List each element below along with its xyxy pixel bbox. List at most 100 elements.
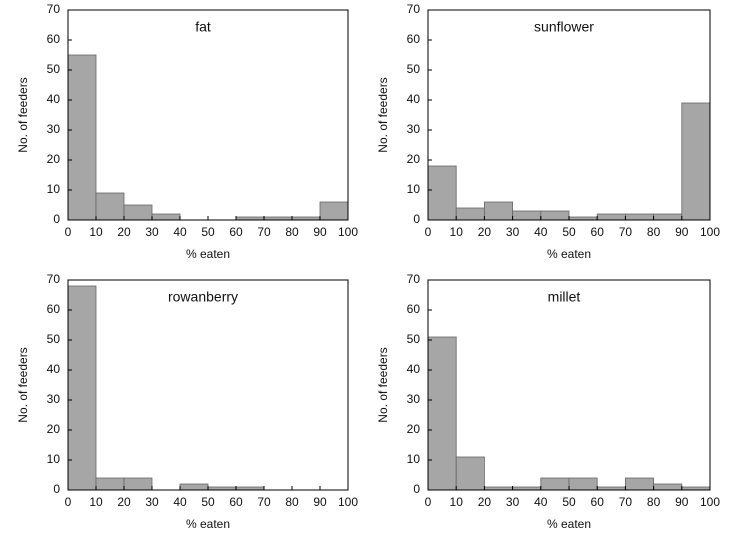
bar	[512, 210, 542, 221]
bar	[427, 336, 457, 491]
y-tick-label: 0	[413, 482, 420, 496]
x-tick-label: 60	[229, 225, 243, 239]
bar	[625, 477, 655, 491]
x-tick-label: 60	[591, 495, 605, 509]
bar	[123, 204, 153, 221]
x-tick-label: 90	[675, 495, 689, 509]
plot-frame	[67, 9, 349, 221]
x-tick-label: 100	[338, 225, 358, 239]
x-tick-label: 90	[313, 495, 327, 509]
plot-frame	[427, 9, 711, 221]
chart-title: rowanberry	[168, 289, 238, 305]
y-axis-label: No. of feeders	[376, 347, 390, 422]
x-tick-label: 70	[619, 495, 633, 509]
bar	[483, 201, 513, 221]
y-tick-label: 10	[407, 452, 421, 466]
x-axis-label: % eaten	[186, 247, 230, 261]
x-tick-label: 40	[173, 225, 187, 239]
y-tick-label: 60	[47, 302, 61, 316]
bar	[179, 483, 209, 491]
x-tick-label: 70	[257, 495, 271, 509]
y-tick-label: 70	[47, 272, 61, 286]
y-tick-label: 70	[407, 2, 421, 16]
y-tick-label: 70	[407, 272, 421, 286]
y-tick-label: 40	[47, 362, 61, 376]
bar	[123, 477, 153, 491]
y-tick-label: 0	[413, 212, 420, 226]
y-tick-label: 60	[407, 302, 421, 316]
x-tick-label: 90	[313, 225, 327, 239]
x-tick-label: 100	[700, 225, 720, 239]
x-tick-label: 70	[619, 225, 633, 239]
y-tick-label: 0	[53, 482, 60, 496]
chart-title: millet	[548, 289, 581, 305]
x-axis-label: % eaten	[547, 247, 591, 261]
y-tick-label: 60	[407, 32, 421, 46]
x-tick-label: 0	[425, 225, 432, 239]
bar	[67, 54, 97, 221]
x-tick-label: 10	[89, 495, 103, 509]
x-tick-label: 40	[534, 225, 548, 239]
y-tick-label: 30	[407, 392, 421, 406]
x-tick-label: 0	[65, 225, 72, 239]
x-tick-label: 50	[562, 495, 576, 509]
x-tick-label: 100	[700, 495, 720, 509]
x-tick-label: 30	[506, 225, 520, 239]
bar	[681, 102, 711, 221]
x-tick-label: 20	[117, 495, 131, 509]
x-tick-label: 0	[425, 495, 432, 509]
bar	[319, 201, 349, 221]
bar	[596, 213, 626, 221]
bar	[568, 477, 598, 491]
y-tick-label: 50	[47, 332, 61, 346]
y-tick-label: 30	[407, 122, 421, 136]
y-tick-label: 20	[47, 422, 61, 436]
x-tick-label: 40	[534, 495, 548, 509]
y-tick-label: 60	[47, 32, 61, 46]
y-tick-label: 10	[47, 452, 61, 466]
x-tick-label: 80	[285, 225, 299, 239]
y-tick-label: 50	[407, 332, 421, 346]
x-tick-label: 30	[506, 495, 520, 509]
x-tick-label: 90	[675, 225, 689, 239]
y-tick-label: 40	[407, 92, 421, 106]
x-tick-label: 80	[285, 495, 299, 509]
x-tick-label: 70	[257, 225, 271, 239]
bar	[455, 207, 485, 221]
x-axis-label: % eaten	[547, 517, 591, 531]
bar	[455, 456, 485, 491]
bar	[95, 477, 125, 491]
x-tick-label: 20	[478, 495, 492, 509]
x-axis-label: % eaten	[186, 517, 230, 531]
y-tick-label: 0	[53, 212, 60, 226]
bar	[427, 165, 457, 221]
y-axis-label: No. of feeders	[16, 347, 30, 422]
y-axis-label: No. of feeders	[376, 77, 390, 152]
y-tick-label: 10	[47, 182, 61, 196]
y-tick-label: 30	[47, 122, 61, 136]
bar	[67, 285, 97, 491]
y-tick-label: 50	[407, 62, 421, 76]
bar	[151, 213, 181, 221]
y-tick-label: 40	[47, 92, 61, 106]
x-tick-label: 0	[65, 495, 72, 509]
chart-title: fat	[195, 19, 211, 35]
x-tick-label: 60	[229, 495, 243, 509]
bar	[653, 213, 683, 221]
x-tick-label: 40	[173, 495, 187, 509]
bar	[540, 477, 570, 491]
bar	[95, 192, 125, 221]
x-tick-label: 50	[562, 225, 576, 239]
x-tick-label: 10	[89, 225, 103, 239]
x-tick-label: 50	[201, 225, 215, 239]
y-axis-label: No. of feeders	[16, 77, 30, 152]
x-tick-label: 50	[201, 495, 215, 509]
x-tick-label: 10	[450, 495, 464, 509]
y-tick-label: 30	[47, 392, 61, 406]
y-tick-label: 20	[407, 422, 421, 436]
x-tick-label: 80	[647, 495, 661, 509]
chart-title: sunflower	[534, 19, 594, 35]
x-tick-label: 100	[338, 495, 358, 509]
x-tick-label: 60	[591, 225, 605, 239]
